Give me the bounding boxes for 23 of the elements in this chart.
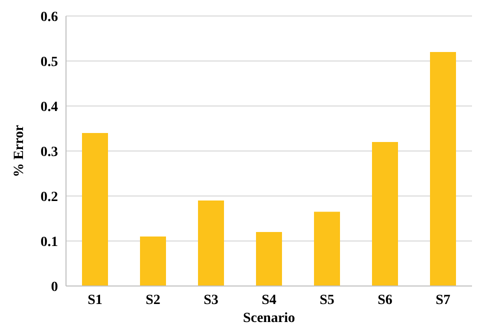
x-tick-label: S4	[262, 292, 276, 308]
bar	[314, 212, 340, 286]
y-tick-label: 0.3	[40, 144, 58, 160]
y-tick-label: 0.5	[40, 54, 58, 70]
bar	[140, 236, 166, 286]
bar	[372, 142, 398, 286]
bar	[430, 52, 456, 286]
x-tick-label: S5	[320, 292, 334, 308]
y-tick-label: 0.2	[40, 190, 58, 205]
x-tick-label: S3	[204, 292, 218, 308]
x-axis-title: Scenario	[242, 311, 296, 326]
bar	[256, 232, 282, 286]
x-tick-label: S7	[436, 292, 450, 308]
x-tick-label: S6	[378, 292, 392, 308]
y-axis-title: % Error	[12, 124, 27, 178]
y-tick-label: 0.4	[40, 100, 58, 115]
x-tick-label: S1	[88, 292, 102, 308]
y-tick-label: 0.6	[40, 10, 58, 25]
bar	[82, 133, 108, 286]
bar	[198, 200, 224, 286]
y-tick-label: 0.1	[40, 234, 58, 250]
x-tick-label: S2	[146, 292, 160, 308]
y-tick-label: 0	[51, 280, 58, 295]
